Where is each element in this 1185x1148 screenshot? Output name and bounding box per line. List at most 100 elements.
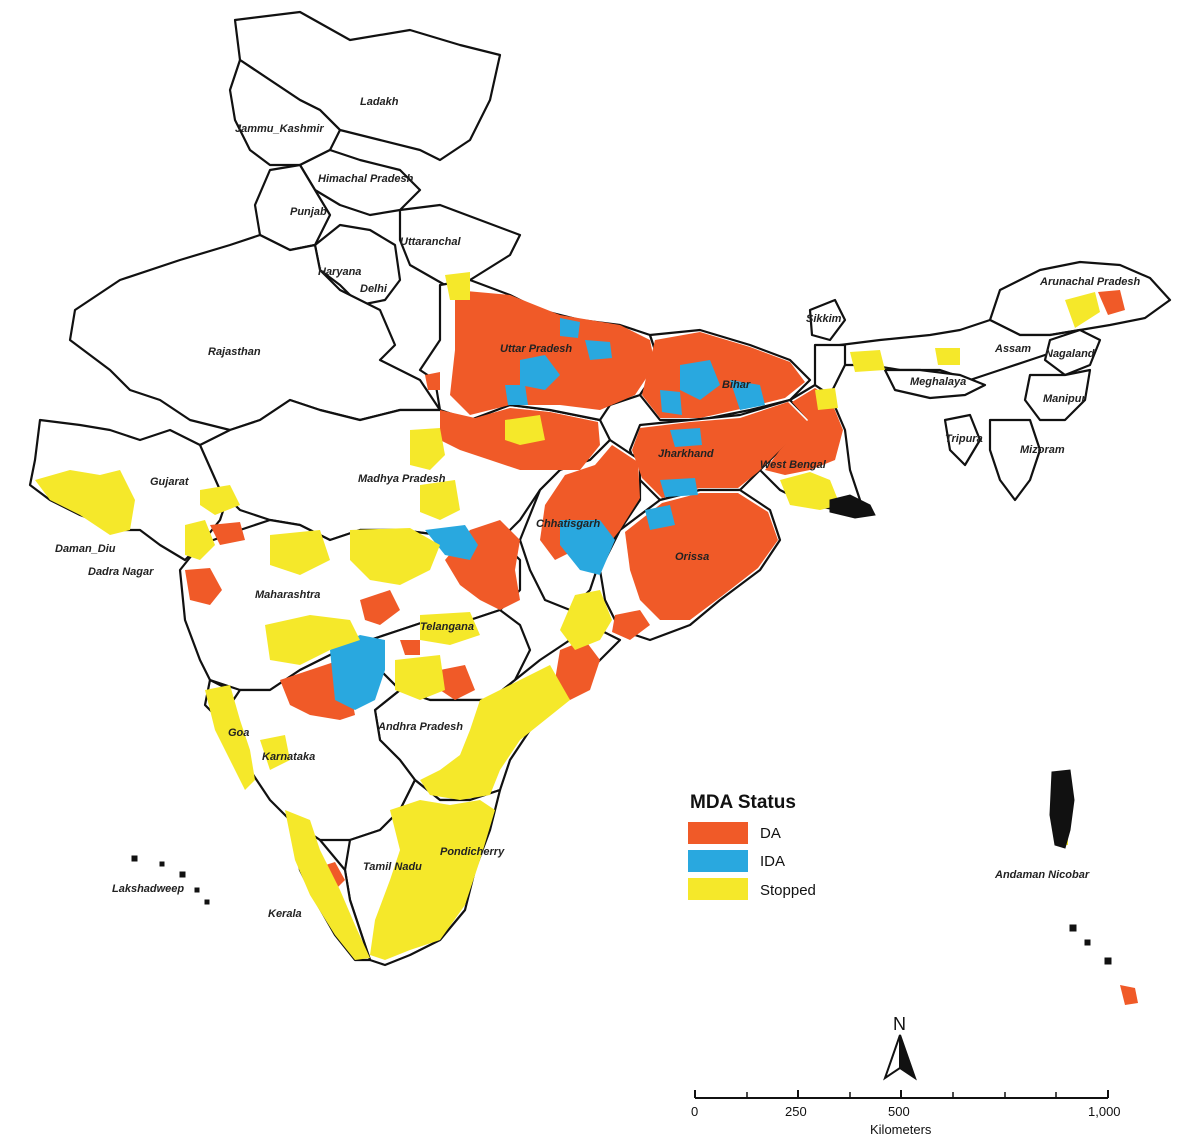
label-kerala: Kerala	[268, 908, 302, 920]
stopped-region-maharashtra-south	[265, 615, 360, 665]
state-himachal	[298, 148, 422, 217]
state-nagaland	[1043, 328, 1102, 377]
state-meghalaya	[883, 368, 987, 400]
label-jharkhand: Jharkhand	[658, 448, 714, 460]
stopped-region-up-south	[505, 415, 545, 445]
state-haryana	[313, 223, 402, 307]
stopped-region-gujarat-coast	[185, 520, 215, 560]
label-pondicherry: Pondicherry	[440, 846, 505, 858]
label-madhya-pradesh: Madhya Pradesh	[358, 473, 446, 485]
da-region-maharashtra-west	[185, 568, 222, 605]
da-region-rajasthan-east	[425, 372, 440, 390]
ida-regions	[330, 318, 765, 710]
ida-region-bihar-3	[660, 390, 682, 415]
stopped-region-karnataka-2	[260, 735, 290, 770]
state-sikkim	[808, 298, 847, 342]
stopped-region-mp-north	[410, 428, 445, 470]
legend-swatch-stopped	[688, 878, 748, 900]
scale-bar: 0 250 500 1,000 Kilometers	[691, 1090, 1121, 1137]
da-region-arunachal	[1098, 290, 1125, 315]
label-delhi: Delhi	[360, 283, 388, 295]
label-uttaranchal: Uttaranchal	[400, 236, 461, 248]
label-dadra-nagar: Dadra Nagar	[88, 566, 154, 578]
legend-label-stopped: Stopped	[760, 882, 816, 899]
da-region-telangana-east	[440, 665, 475, 700]
label-andaman-nicobar: Andaman Nicobar	[994, 869, 1090, 881]
island-nicobar-3	[1104, 957, 1112, 965]
ida-region-up-1	[560, 318, 580, 338]
label-mizoram: Mizoram	[1020, 444, 1065, 456]
ida-region-chhatisgarh	[560, 520, 615, 575]
stopped-region-andhra-2	[560, 590, 612, 650]
state-uttaranchal	[398, 203, 522, 287]
da-region-up	[450, 290, 655, 415]
label-chhatisgarh: Chhatisgarh	[536, 518, 600, 530]
legend-title: MDA Status	[690, 792, 796, 813]
legend-label-da: DA	[760, 825, 781, 842]
label-andhra-pradesh: Andhra Pradesh	[377, 721, 463, 733]
label-daman-diu: Daman_Diu	[55, 543, 116, 555]
ida-region-bihar-1	[680, 360, 720, 400]
scale-label-500: 500	[888, 1104, 910, 1119]
north-arrow: N	[883, 1014, 917, 1081]
label-punjab: Punjab	[290, 206, 327, 218]
stopped-region-assam-3	[1065, 292, 1100, 328]
stopped-region-gujarat-south	[200, 485, 240, 515]
label-nagaland: Nagaland	[1045, 348, 1095, 360]
ida-region-mp	[425, 525, 478, 560]
north-arrow-left-half	[883, 1034, 901, 1081]
label-lakshadweep: Lakshadweep	[112, 883, 184, 895]
label-rajasthan: Rajasthan	[208, 346, 261, 358]
state-mizoram	[988, 418, 1042, 502]
island-nicobar-1	[1069, 924, 1077, 932]
label-jammu-kashmir: Jammu_Kashmir	[235, 123, 324, 135]
label-arunachal-pradesh: Arunachal Pradesh	[1039, 276, 1141, 288]
label-orissa: Orissa	[675, 551, 709, 563]
label-gujarat: Gujarat	[150, 476, 190, 488]
ida-region-bihar-2	[730, 380, 765, 410]
island-sundarbans	[829, 494, 876, 519]
stopped-region-telangana	[395, 655, 445, 700]
legend: MDA Status DA IDA Stopped	[688, 792, 816, 900]
da-region-orissa-coast	[612, 610, 650, 640]
scale-label-0: 0	[691, 1104, 698, 1119]
stopped-region-maharashtra-north	[270, 530, 330, 575]
stopped-region-andhra-coast	[420, 665, 570, 800]
label-tripura: Tripura	[945, 433, 983, 445]
island-lakshadweep-1	[131, 855, 138, 862]
north-arrow-label: N	[893, 1014, 906, 1034]
ida-region-orissa-2	[660, 478, 698, 497]
island-lakshadweep-2	[159, 861, 165, 867]
label-himachal-pradesh: Himachal Pradesh	[318, 173, 414, 185]
label-uttar-pradesh: Uttar Pradesh	[500, 343, 572, 355]
da-region-gujarat	[210, 522, 245, 545]
stopped-region-assam-2	[935, 348, 960, 365]
state-west-bengal-north	[813, 343, 847, 397]
label-goa: Goa	[228, 727, 249, 739]
label-maharashtra: Maharashtra	[255, 589, 320, 601]
state-labels: Ladakh Jammu_Kashmir Himachal Pradesh Pu…	[55, 96, 1141, 920]
stopped-region-maharashtra-centre	[350, 528, 440, 585]
label-bihar: Bihar	[722, 379, 751, 391]
label-sikkim: Sikkim	[806, 313, 842, 325]
scale-label-250: 250	[785, 1104, 807, 1119]
label-karnataka: Karnataka	[262, 751, 315, 763]
label-west-bengal: West Bengal	[760, 459, 827, 471]
da-region-andhra	[555, 640, 600, 700]
stopped-region-gujarat-kutch	[35, 470, 135, 535]
legend-swatch-da	[688, 822, 748, 844]
ida-region-jharkhand	[670, 428, 702, 447]
scale-label-1000: 1,000	[1088, 1104, 1121, 1119]
da-region-nicobar	[1120, 985, 1138, 1005]
island-lakshadweep-4	[194, 887, 200, 893]
ida-region-telangana	[330, 635, 385, 710]
island-shapes	[131, 494, 1112, 965]
label-ladakh: Ladakh	[360, 96, 399, 108]
stopped-region-wb-north	[815, 388, 838, 410]
label-haryana: Haryana	[318, 266, 361, 278]
stopped-region-west-bengal	[780, 472, 840, 510]
da-region-jharkhand	[632, 402, 808, 498]
stopped-region-assam-1	[850, 350, 885, 372]
